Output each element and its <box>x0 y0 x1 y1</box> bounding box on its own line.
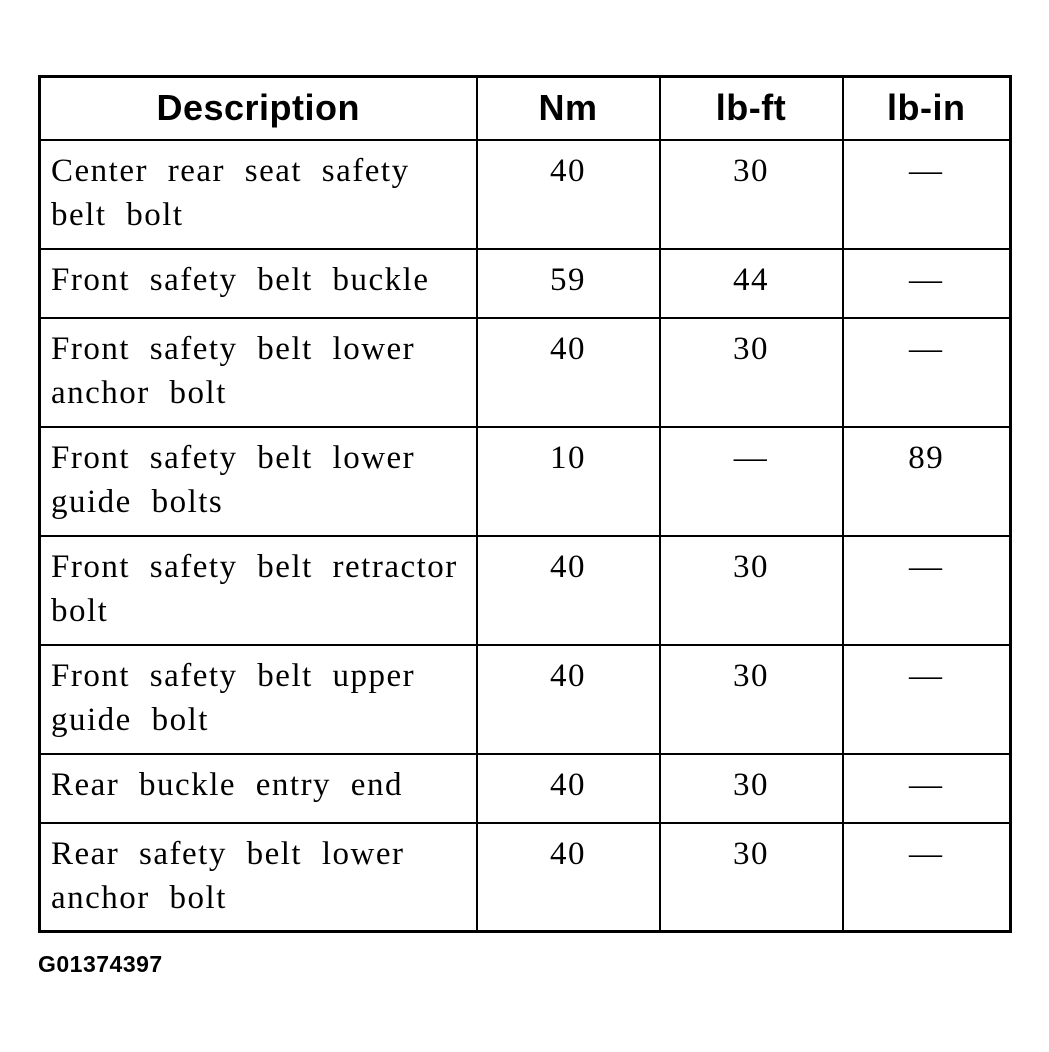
lb-in-cell: — <box>841 138 1012 250</box>
lb-ft-cell: 30 <box>658 138 844 250</box>
table-row: Front safety belt buckle 59 44 — <box>38 247 1012 319</box>
lb-in-cell: — <box>841 316 1012 428</box>
description-cell: Front safety belt buckle <box>38 247 478 319</box>
lb-in-cell: — <box>841 821 1012 933</box>
table-row: Front safety belt lower anchor bolt 40 3… <box>38 316 1012 428</box>
nm-cell: 59 <box>475 247 661 319</box>
table-row: Rear safety belt lower anchor bolt 40 30… <box>38 821 1012 933</box>
description-cell: Rear safety belt lower anchor bolt <box>38 821 478 933</box>
figure-id-label: G01374397 <box>38 951 163 977</box>
description-cell: Front safety belt lower guide bolts <box>38 425 478 537</box>
nm-cell: 40 <box>475 316 661 428</box>
table-row: Rear buckle entry end 40 30 — <box>38 752 1012 824</box>
lb-ft-cell: 30 <box>658 316 844 428</box>
description-cell: Front safety belt upper guide bolt <box>38 643 478 755</box>
table-row: Front safety belt lower guide bolts 10 —… <box>38 425 1012 537</box>
nm-cell: 40 <box>475 138 661 250</box>
table-row: Front safety belt retractor bolt 40 30 — <box>38 534 1012 646</box>
lb-ft-cell: 44 <box>658 247 844 319</box>
lb-in-cell: — <box>841 643 1012 755</box>
lb-in-cell: — <box>841 534 1012 646</box>
col-header-lb-ft: lb-ft <box>658 75 844 141</box>
col-header-lb-in: lb-in <box>841 75 1012 141</box>
col-header-description: Description <box>38 75 478 141</box>
nm-cell: 40 <box>475 534 661 646</box>
lb-ft-cell: 30 <box>658 821 844 933</box>
col-header-nm: Nm <box>475 75 661 141</box>
description-cell: Rear buckle entry end <box>38 752 478 824</box>
lb-ft-cell: 30 <box>658 643 844 755</box>
description-cell: Front safety belt lower anchor bolt <box>38 316 478 428</box>
lb-in-cell: — <box>841 752 1012 824</box>
nm-cell: 10 <box>475 425 661 537</box>
lb-ft-cell: 30 <box>658 752 844 824</box>
lb-ft-cell: — <box>658 425 844 537</box>
table-row: Front safety belt upper guide bolt 40 30… <box>38 643 1012 755</box>
description-cell: Front safety belt retractor bolt <box>38 534 478 646</box>
table-header-row: Description Nm lb-ft lb-in <box>38 75 1012 141</box>
torque-spec-table: Description Nm lb-ft lb-in Center rear s… <box>38 75 1012 933</box>
table-row: Center rear seat safety belt bolt 40 30 … <box>38 138 1012 250</box>
lb-in-cell: 89 <box>841 425 1012 537</box>
nm-cell: 40 <box>475 643 661 755</box>
nm-cell: 40 <box>475 821 661 933</box>
description-cell: Center rear seat safety belt bolt <box>38 138 478 250</box>
lb-ft-cell: 30 <box>658 534 844 646</box>
nm-cell: 40 <box>475 752 661 824</box>
lb-in-cell: — <box>841 247 1012 319</box>
